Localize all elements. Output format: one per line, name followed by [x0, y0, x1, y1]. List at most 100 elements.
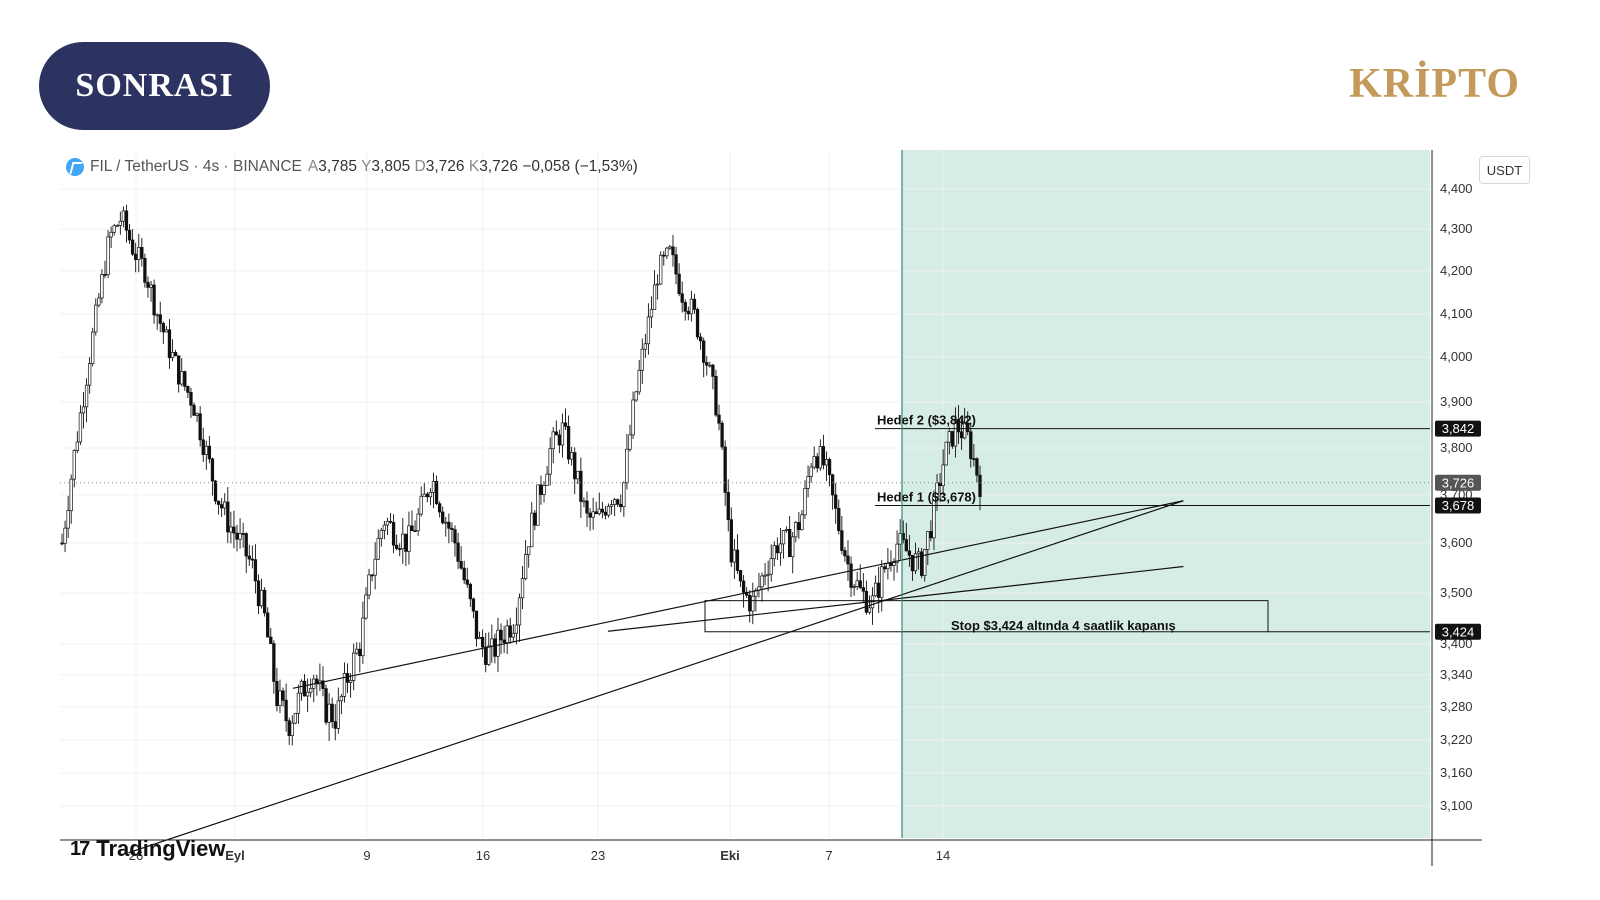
- candle-body: [450, 527, 454, 530]
- candle-body: [115, 225, 119, 227]
- tradingview-logo: 17 TradingView: [70, 836, 225, 862]
- candle-body: [545, 473, 549, 486]
- price-tag: [1435, 623, 1481, 640]
- candle-body: [895, 543, 899, 564]
- candle-body: [867, 607, 872, 613]
- candle-body: [336, 700, 340, 729]
- candle-body: [539, 484, 543, 495]
- price-tick-label: 3,900: [1440, 394, 1473, 409]
- candle-body: [603, 511, 608, 516]
- candle-body: [490, 638, 494, 647]
- candle-body: [177, 355, 181, 385]
- candle-body: [244, 533, 248, 557]
- candle-body: [686, 310, 690, 315]
- candle-body: [155, 314, 159, 317]
- candle-body: [232, 526, 236, 534]
- candle-body: [582, 500, 586, 503]
- currency-unit-button[interactable]: USDT: [1479, 156, 1530, 184]
- candle-body: [665, 247, 669, 257]
- candle-body: [726, 492, 730, 521]
- candle-body: [692, 298, 697, 310]
- candle-body: [66, 510, 70, 529]
- candle-body: [763, 574, 767, 577]
- pair-label: FIL / TetherUS · 4s · BINANCE: [90, 158, 302, 175]
- candle-body: [140, 247, 144, 259]
- candle-body: [674, 254, 678, 275]
- price-tick-label: 3,100: [1440, 798, 1473, 813]
- candle-body: [416, 513, 420, 532]
- candle-body: [422, 493, 426, 497]
- candle-body: [815, 456, 819, 469]
- trendlines: [128, 500, 1184, 854]
- candle-body: [824, 459, 829, 466]
- candle-body: [858, 580, 862, 588]
- price-tag: [1435, 497, 1481, 514]
- candle-body: [474, 610, 479, 640]
- price-tick-label: 3,500: [1440, 585, 1473, 600]
- candle-body: [284, 699, 288, 722]
- candle-body: [695, 309, 700, 338]
- candle-body: [235, 532, 239, 540]
- candle-body: [536, 484, 540, 526]
- candle-body: [791, 536, 795, 558]
- candle-body: [84, 384, 89, 408]
- candle-body: [220, 504, 224, 509]
- candle-body: [330, 703, 334, 723]
- candle-body: [787, 528, 792, 558]
- candle-body: [830, 474, 835, 496]
- candle-body: [597, 508, 601, 514]
- candle-body: [186, 386, 190, 393]
- candle-body: [167, 329, 172, 359]
- candles: [60, 204, 982, 746]
- close-value: 3,726: [479, 158, 518, 175]
- candle-body: [100, 274, 104, 299]
- candle-body: [477, 637, 482, 640]
- candle-body: [407, 525, 411, 552]
- candle-body: [619, 503, 623, 508]
- candle-body: [517, 597, 522, 626]
- grid: [60, 150, 1430, 838]
- candle-body: [723, 446, 727, 493]
- candle-body: [975, 458, 979, 476]
- candle-body: [904, 539, 908, 552]
- candle-body: [889, 563, 893, 566]
- price-tag-label: 3,842: [1442, 421, 1475, 436]
- price-tick-label: 4,400: [1440, 181, 1473, 196]
- candle-body: [631, 399, 635, 436]
- candle-body: [959, 431, 964, 439]
- candle-body: [837, 507, 841, 532]
- candle-body: [508, 625, 512, 638]
- candle-body: [75, 441, 80, 451]
- candle-body: [520, 578, 525, 599]
- candle-body: [431, 480, 436, 493]
- candle-body: [594, 511, 598, 514]
- candle-body: [253, 559, 258, 582]
- candle-body: [410, 525, 414, 532]
- candle-body: [109, 231, 113, 238]
- price-tag-label: 3,424: [1442, 624, 1475, 639]
- candle-body: [195, 413, 199, 416]
- level-label: Hedef 1 ($3,678): [877, 490, 976, 505]
- candle-body: [247, 555, 251, 560]
- candle-body: [198, 413, 202, 441]
- low-value: 3,726: [425, 158, 465, 175]
- candle-body: [652, 284, 657, 310]
- candle-body: [677, 273, 681, 295]
- candle-body: [333, 721, 337, 729]
- candle-body: [877, 582, 881, 598]
- time-axis: 26 Eyl 9 16 23 Eki 7 14: [60, 839, 1482, 863]
- candle-body: [962, 422, 967, 439]
- candle-body: [296, 692, 301, 714]
- candle-body: [143, 258, 147, 283]
- candle-body: [376, 538, 380, 560]
- candle-body: [370, 574, 374, 577]
- candle-body: [348, 680, 353, 683]
- candle-body: [803, 487, 807, 516]
- candle-body: [570, 452, 574, 460]
- candle-body: [738, 570, 743, 582]
- candle-body: [873, 582, 878, 597]
- price-tick-label: 3,280: [1440, 699, 1473, 714]
- candle-body: [591, 511, 595, 518]
- time-tick-label: 16: [476, 848, 490, 863]
